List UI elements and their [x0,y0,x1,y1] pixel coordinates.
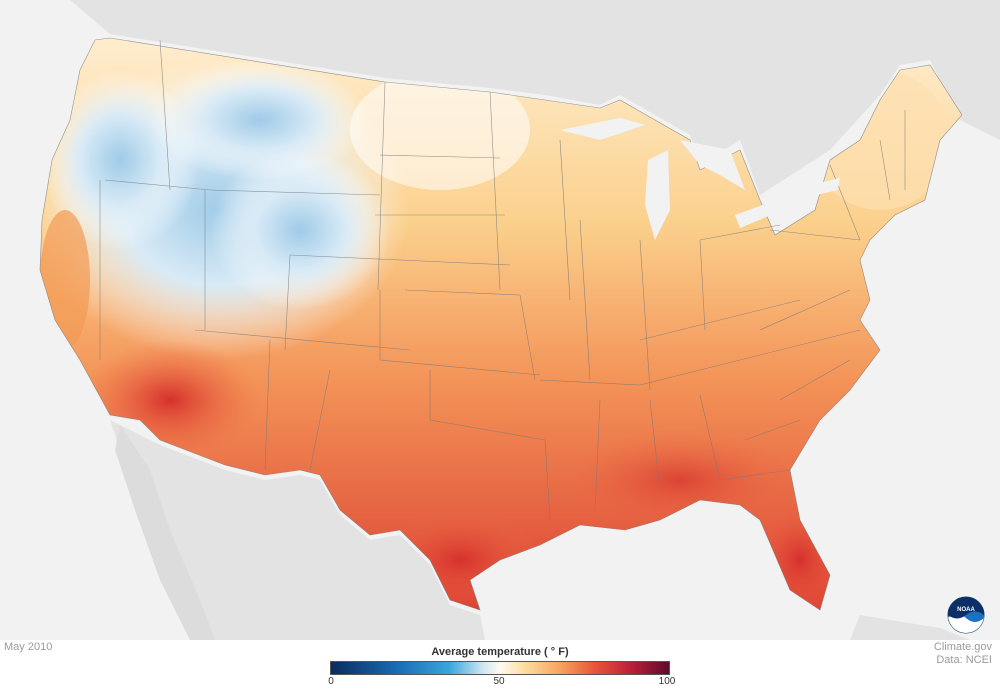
temperature-map [0,0,1000,640]
credit-data-source: Data: NCEI [936,654,992,666]
baja-peninsula [115,425,215,640]
legend-tick-mid: 50 [493,676,505,687]
noaa-logo-text: NOAA [957,607,975,613]
map-caption: May 2010 [4,641,53,653]
legend-title: Average temperature ( ° F) [431,646,569,658]
great-lakes [560,118,840,240]
contiguous-us-map [39,0,1000,640]
legend-color-bar [330,661,670,675]
credit-site: Climate.gov [933,641,992,653]
mexico-landmass [110,420,485,640]
legend-tick-min: 0 [328,676,334,687]
cuba-landmass [850,615,970,640]
canada-landmass [60,0,1000,195]
noaa-logo: NOAA [947,596,985,634]
state-borders [39,37,963,611]
credits: Climate.gov Data: NCEI [934,641,992,667]
legend-tick-max: 100 [658,676,676,687]
